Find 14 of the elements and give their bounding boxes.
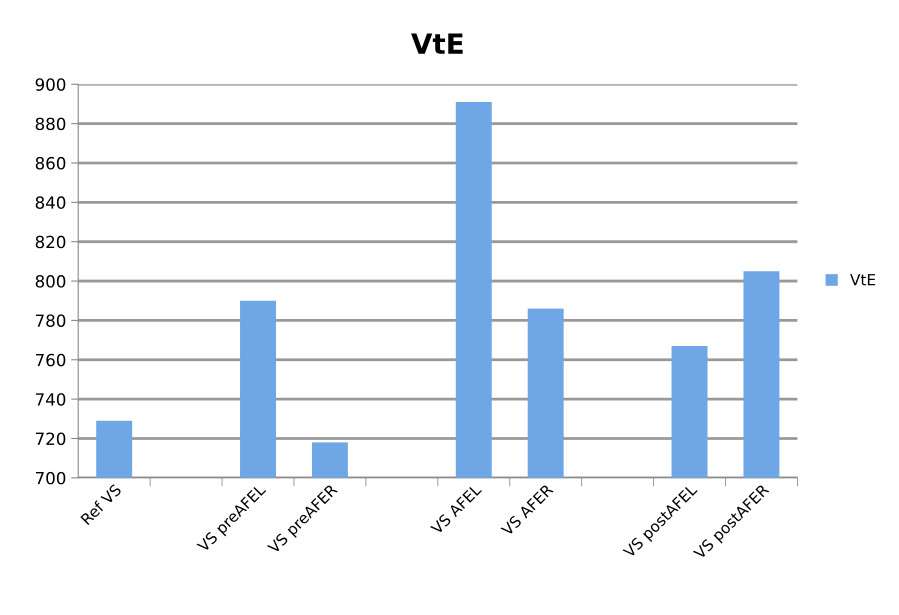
y-tick-label: 760 xyxy=(36,354,66,366)
y-tick-label: 720 xyxy=(36,432,66,446)
y-tick-label: 740 xyxy=(36,393,66,406)
x-tick-label: Ref VS xyxy=(80,483,122,526)
y-tick-label: 900 xyxy=(36,78,66,91)
y-tick-label: 880 xyxy=(36,118,66,130)
y-tick-label: 820 xyxy=(36,236,66,248)
y-tick-label: 700 xyxy=(36,472,66,484)
legend-label: VtE xyxy=(850,274,876,286)
y-tick-label: 860 xyxy=(36,156,66,170)
y-tick-label: 780 xyxy=(36,314,66,327)
y-tick-label: 800 xyxy=(36,275,66,288)
chart-title: VtE xyxy=(411,33,463,54)
y-tick-label: 840 xyxy=(36,196,66,209)
